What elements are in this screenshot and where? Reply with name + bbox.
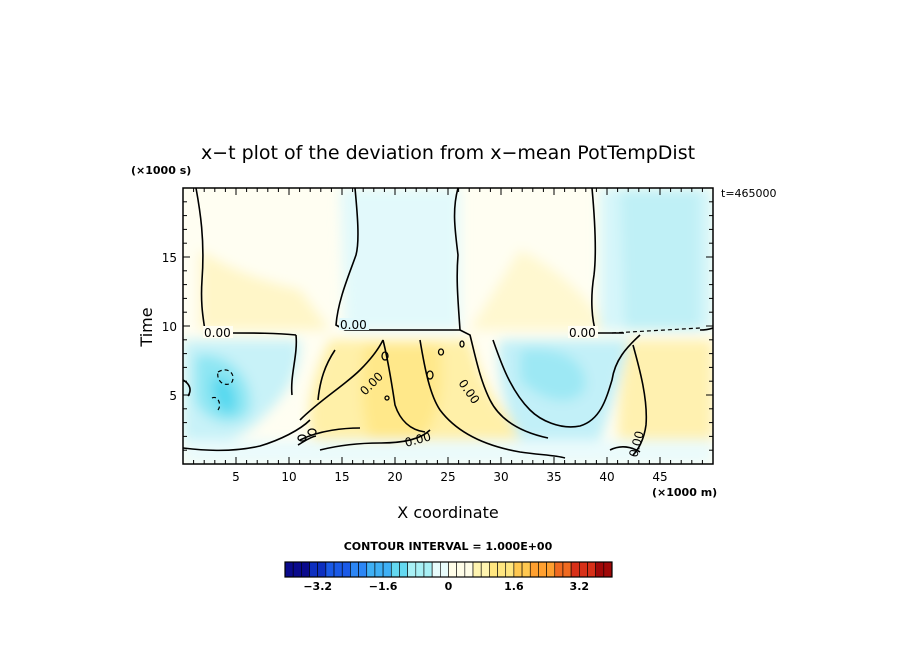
colorbar-cell [382, 561, 392, 578]
colorbar-cell [505, 561, 515, 578]
colorbar-cell [489, 561, 498, 578]
colorbar [284, 561, 613, 578]
contour-loops [297, 340, 465, 442]
x-tick-label: 10 [281, 470, 296, 484]
y-tick-label: 5 [169, 389, 177, 403]
colorbar-cell [562, 561, 572, 578]
axis-ticks [182, 187, 714, 465]
x-tick-label: 5 [232, 470, 240, 484]
colorbar-cell [603, 561, 613, 578]
colorbar-cell [595, 561, 605, 578]
colorbar-cell [440, 561, 449, 578]
colorbar-cell [513, 561, 523, 578]
colorbar-cell [390, 561, 400, 578]
x-axis-label: X coordinate [397, 503, 498, 522]
x-tick-label: 15 [334, 470, 349, 484]
x-tick-label: 35 [546, 470, 561, 484]
y-tick-label: 15 [162, 251, 177, 265]
plot-area: 0.00 0.00 0.00 0.00 0.00 0.00 0.00 [183, 188, 713, 464]
colorbar-cell [407, 561, 417, 578]
contour-label: 0.00 [569, 326, 596, 340]
colorbar-cell [374, 561, 384, 578]
colorbar-cell [448, 561, 457, 578]
colorbar-cell [497, 561, 507, 578]
contour-label: 0.00 [204, 326, 231, 340]
colorbar-tick-label: 3.2 [570, 580, 590, 593]
colorbar-cell [546, 561, 556, 578]
y-axis-label: Time [137, 307, 156, 347]
colorbar-cell [578, 561, 588, 578]
contour-label: 0.00 [403, 429, 432, 449]
colorbar-cell [284, 561, 294, 578]
x-tick-labels: 5 10 15 20 25 30 35 40 45 [232, 470, 667, 484]
colorbar-cell [317, 561, 327, 578]
colorbar-cell [341, 561, 351, 578]
colorbar-cell [431, 561, 441, 578]
colorbar-cell [529, 561, 539, 578]
y-tick-labels: 5 10 15 [162, 251, 177, 403]
x-tick-label: 40 [599, 470, 614, 484]
colorbar-tick-label: −3.2 [303, 580, 332, 593]
colorbar-cell [570, 561, 580, 578]
x-tick-label: 25 [440, 470, 455, 484]
time-stamp: t=465000 [721, 187, 777, 200]
colorbar-cell [423, 561, 433, 578]
contour-label: 0.00 [626, 429, 646, 458]
colorbar-cell [472, 561, 482, 578]
contour-interval-label: CONTOUR INTERVAL = 1.000E+00 [344, 540, 553, 553]
colorbar-cell [415, 561, 425, 578]
colorbar-cell [464, 561, 474, 578]
contour-label: 0.00 [340, 318, 367, 332]
x-tick-label: 20 [387, 470, 402, 484]
colorbar-cell [301, 561, 310, 578]
x-axis-unit: (×1000 m) [652, 486, 717, 499]
colorbar-cell [350, 561, 359, 578]
x-tick-label: 30 [493, 470, 508, 484]
colorbar-cell [587, 561, 596, 578]
colorbar-cell [538, 561, 547, 578]
colorbar-cell [456, 561, 466, 578]
colorbar-cell [325, 561, 335, 578]
colorbar-tick-label: 1.6 [504, 580, 524, 593]
colorbar-cell [292, 561, 302, 578]
negative-contours [211, 327, 701, 411]
colorbar-cell [358, 561, 368, 578]
colorbar-tick-label: −1.6 [369, 580, 398, 593]
colorbar-frame [284, 561, 613, 578]
colorbar-tick-labels: −3.2 −1.6 0 1.6 3.2 [303, 580, 589, 593]
colorbar-tick-label: 0 [445, 580, 453, 593]
y-axis-unit: (×1000 s) [131, 164, 191, 177]
y-tick-label: 10 [162, 320, 177, 334]
colorbar-cell [521, 561, 531, 578]
colorbar-cell [333, 561, 343, 578]
x-tick-label: 45 [652, 470, 667, 484]
colorbar-cell [399, 561, 408, 578]
colorbar-cell [309, 561, 318, 578]
colorbar-cell [366, 561, 376, 578]
colorbar-cell [480, 561, 490, 578]
colorbar-cell [554, 561, 564, 578]
shaded-field [183, 188, 713, 464]
chart-title: x−t plot of the deviation from x−mean Po… [201, 142, 695, 164]
